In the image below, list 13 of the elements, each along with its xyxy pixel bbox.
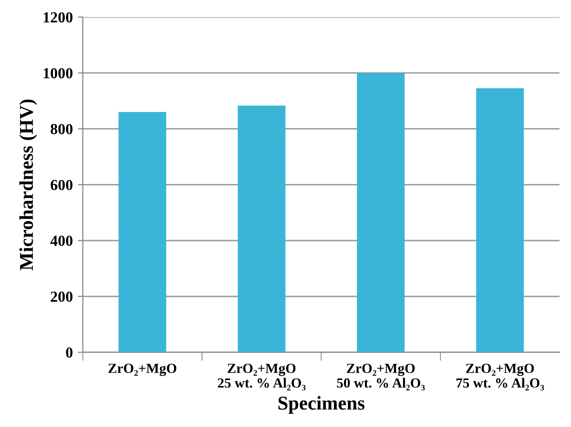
- y-tick-label: 400: [50, 236, 72, 246]
- x-tick-label: ZrO₂+MgO 25 wt. % Al₂O₃: [218, 364, 306, 390]
- y-tick-label: 600: [50, 180, 72, 190]
- x-tick-label: ZrO₂+MgO 75 wt. % Al₂O₃: [456, 364, 544, 390]
- y-tick-label: 0: [66, 347, 72, 358]
- x-tick-label: ZrO₂+MgO: [108, 364, 176, 376]
- y-tick-label: 800: [50, 124, 72, 134]
- y-tick-label: 1200: [44, 12, 72, 23]
- y-tick-label: 1000: [44, 68, 72, 78]
- y-tick-label: 200: [50, 292, 72, 302]
- x-tick-label: ZrO₂+MgO 50 wt. % Al₂O₃: [337, 364, 425, 390]
- x-axis-title: Specimens: [278, 396, 364, 414]
- y-axis-title: Microhardness (HV): [19, 100, 37, 270]
